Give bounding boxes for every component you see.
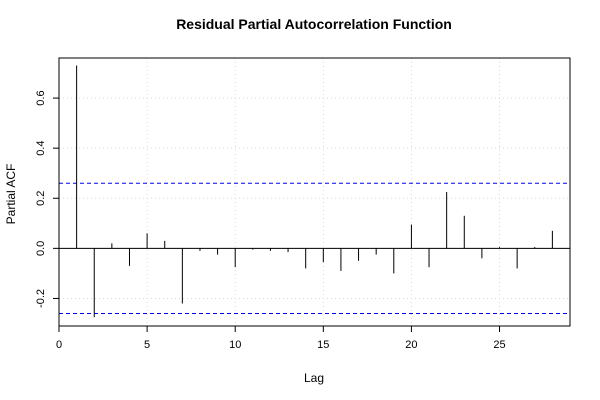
x-tick-label: 15 bbox=[317, 339, 329, 351]
x-axis: 0 5 10 15 20 25 bbox=[56, 325, 506, 351]
x-axis-label: Lag bbox=[304, 371, 324, 385]
y-axis: -0.2 0.0 0.2 0.4 0.6 bbox=[35, 90, 60, 308]
pacf-bars bbox=[76, 65, 553, 318]
y-tick-label: 0.6 bbox=[35, 90, 47, 105]
confidence-bounds bbox=[59, 182, 570, 314]
x-tick-label: 20 bbox=[405, 339, 417, 351]
chart-title: Residual Partial Autocorrelation Functio… bbox=[176, 16, 452, 32]
grid-lines bbox=[58, 58, 570, 326]
y-tick-label: -0.2 bbox=[35, 289, 47, 308]
x-tick-label: 0 bbox=[56, 339, 62, 351]
x-tick-label: 10 bbox=[229, 339, 241, 351]
x-tick-label: 25 bbox=[493, 339, 505, 351]
y-tick-label: 0.4 bbox=[35, 141, 47, 156]
x-tick-label: 5 bbox=[144, 339, 150, 351]
y-axis-label: Partial ACF bbox=[4, 164, 18, 225]
y-tick-label: 0.0 bbox=[35, 241, 47, 256]
y-tick-label: 0.2 bbox=[35, 191, 47, 206]
